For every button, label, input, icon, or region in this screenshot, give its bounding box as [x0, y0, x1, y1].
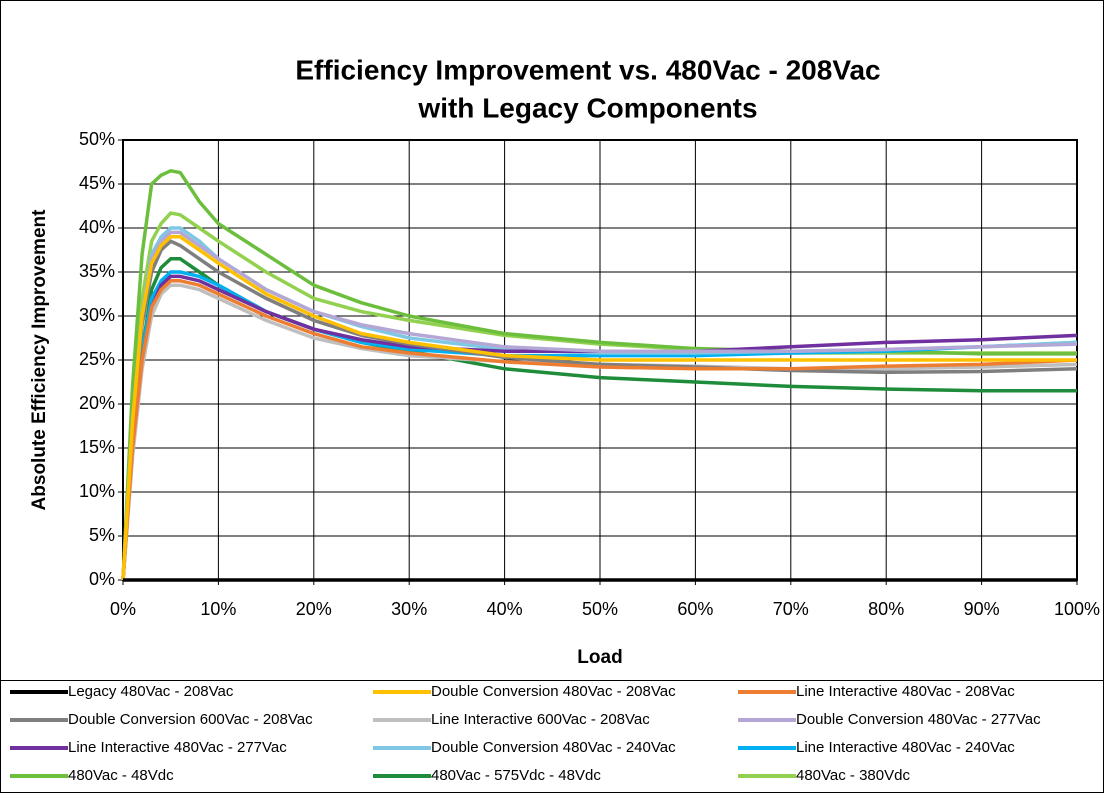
legend-label: 480Vac - 380Vdc: [796, 767, 910, 784]
y-tick-label: 35%: [79, 261, 115, 281]
y-tick-label: 45%: [79, 173, 115, 193]
x-tick-label: 80%: [868, 599, 904, 619]
legend-label: 480Vac - 575Vdc - 48Vdc: [431, 767, 601, 784]
series-line: [121, 230, 1078, 581]
x-tick-label: 30%: [391, 599, 427, 619]
legend-label: Line Interactive 600Vac - 208Vac: [431, 711, 650, 728]
y-axis-label: Absolute Efficiency Improvement: [29, 209, 50, 511]
legend-label: Line Interactive 480Vac - 208Vac: [796, 683, 1015, 700]
y-tick-label: 15%: [79, 437, 115, 457]
x-tick-label: 50%: [582, 599, 618, 619]
x-tick-label: 40%: [487, 599, 523, 619]
x-axis-label: Load: [577, 647, 622, 668]
legend-label: Line Interactive 480Vac - 277Vac: [68, 739, 287, 756]
y-tick-label: 5%: [89, 525, 115, 545]
legend-label: Double Conversion 480Vac - 208Vac: [431, 683, 676, 700]
y-tick-label: 20%: [79, 393, 115, 413]
series-line: [121, 279, 1078, 581]
legend-label: Double Conversion 480Vac - 277Vac: [796, 711, 1041, 728]
legend-label: Line Interactive 480Vac - 240Vac: [796, 739, 1015, 756]
x-tick-label: 10%: [200, 599, 236, 619]
chart-title: Efficiency Improvement vs. 480Vac - 208V…: [295, 54, 880, 85]
y-tick-label: 10%: [79, 481, 115, 501]
x-tick-label: 100%: [1054, 599, 1100, 619]
x-tick-label: 20%: [296, 599, 332, 619]
x-tick-label: 0%: [110, 599, 136, 619]
y-tick-label: 0%: [89, 569, 115, 589]
legend-label: Double Conversion 600Vac - 208Vac: [68, 711, 313, 728]
x-tick-label: 70%: [773, 599, 809, 619]
series-line: [121, 235, 1077, 581]
legend-label: Legacy 480Vac - 208Vac: [68, 683, 234, 700]
chart-title: with Legacy Components: [417, 92, 757, 123]
x-tick-label: 90%: [964, 599, 1000, 619]
y-tick-label: 30%: [79, 305, 115, 325]
legend-label: 480Vac - 48Vdc: [68, 767, 174, 784]
x-tick-label: 60%: [677, 599, 713, 619]
y-tick-label: 40%: [79, 217, 115, 237]
y-tick-label: 25%: [79, 349, 115, 369]
legend-label: Double Conversion 480Vac - 240Vac: [431, 739, 676, 756]
y-tick-label: 50%: [79, 129, 115, 149]
